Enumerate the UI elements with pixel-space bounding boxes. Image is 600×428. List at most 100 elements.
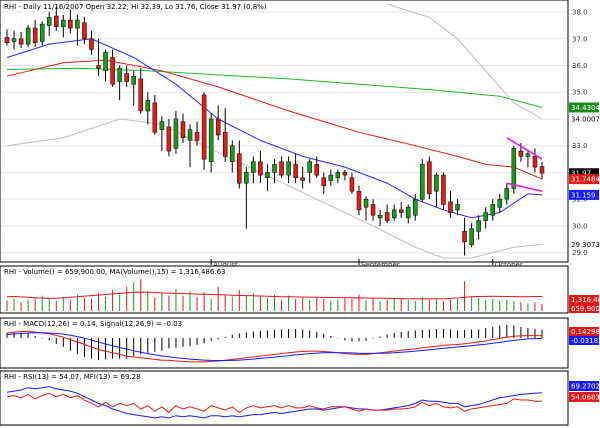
volume-ma [6, 291, 542, 300]
candle-body [89, 38, 94, 50]
price-panel-frame [0, 0, 569, 263]
rsi-tag-label: 54.0683 [571, 394, 600, 402]
candle-body [103, 51, 108, 72]
candle-body [39, 23, 45, 42]
candle-body [54, 15, 59, 27]
volume-tag-box [569, 304, 599, 313]
macd-panel: RHI - MACD(12,26) = 0.14, Signal(12,26,9… [0, 317, 600, 369]
candle-body [201, 94, 207, 160]
volume-tag-label: 659,900 [571, 305, 600, 313]
candle-body [96, 65, 101, 69]
volume-ma-line [6, 291, 542, 300]
month-labels: August September October [210, 259, 523, 269]
candle-body [75, 19, 80, 29]
pennant-lower-line [506, 182, 543, 192]
rsi-line [6, 392, 542, 414]
month-label: October [495, 261, 523, 269]
volume-tags: 1,316,486.63659,900 [569, 295, 600, 313]
candle-body [293, 164, 298, 179]
volume-tag-box [569, 295, 599, 304]
candle-body [413, 198, 418, 216]
candle-body [384, 212, 390, 221]
candle-body [441, 174, 446, 205]
candle-body [265, 172, 270, 179]
price-tag-label: 34.4304 [571, 104, 600, 112]
rsi-tags: 69.2702 54.0683 [569, 381, 600, 402]
candle-body [117, 67, 122, 82]
candle-body [448, 201, 453, 213]
pennant-upper-line [506, 137, 543, 160]
candle-body [82, 22, 87, 40]
candle-body [462, 231, 467, 243]
candle-body [490, 204, 495, 216]
candle-body [4, 37, 10, 44]
mfi-line [6, 386, 543, 419]
candle-body [215, 118, 221, 136]
candle-body [279, 161, 284, 176]
candle-body [258, 161, 263, 176]
candle-body [251, 161, 256, 173]
candle-body [342, 172, 348, 176]
rsi-header: RHI - RSI(13) = 54.07, MFI(13) = 69.28 [4, 373, 141, 381]
candle-body [420, 164, 425, 200]
month-label: August [213, 261, 238, 269]
ma-line-band-lower [6, 118, 543, 259]
candle-body [455, 204, 460, 211]
candle-body [349, 177, 355, 192]
price-tag-label: 31.159 [571, 191, 596, 199]
candle-body [469, 228, 474, 245]
candle-body [335, 172, 341, 179]
candle-body [222, 132, 228, 157]
candle-body [272, 164, 277, 173]
macd-histogram [6, 325, 543, 361]
candle-body [152, 102, 158, 133]
candle-body [180, 121, 186, 138]
macd-tag-label: 0.142987 [571, 328, 600, 336]
macd-tag-label: -0.031823 [571, 337, 600, 345]
macd-header: RHI - MACD(12,26) = 0.14, Signal(12,26,9… [4, 320, 182, 328]
candle-body [300, 177, 305, 181]
candle-body [328, 174, 334, 181]
price-tag-box [569, 168, 599, 179]
rsi-tag-label: 69.2702 [571, 383, 600, 391]
candle-body [476, 220, 481, 232]
candle-body [356, 190, 362, 211]
ma-line-green [6, 67, 543, 108]
price-tag-label: 31.7484 [571, 176, 600, 184]
price-tag-label: 31.97 [571, 170, 591, 178]
price-tag-label: 34.0007 [571, 115, 600, 123]
candle-body [11, 38, 17, 42]
candle-body [25, 27, 31, 45]
candle-body [518, 150, 524, 157]
candle-body [497, 198, 503, 208]
price-tick-label: 29.0 [572, 249, 588, 257]
candle-body [18, 38, 24, 45]
volume-panel: RHI - Volume() = 659,900.00, MA(Volume()… [0, 265, 600, 314]
candle-body [406, 206, 411, 219]
price-tag-box [569, 189, 599, 200]
price-tag-box [569, 174, 599, 185]
candle-body [68, 19, 73, 29]
candle-body [525, 153, 531, 157]
candle-body [173, 118, 179, 149]
price-tick-label: 33.0 [572, 142, 588, 150]
candle-body [145, 100, 151, 112]
candle-body [511, 148, 517, 189]
candle-body [110, 57, 115, 85]
candle-body [159, 121, 165, 130]
candle-body [208, 118, 214, 162]
price-tick-label: 35.0 [572, 89, 588, 97]
candle-body [391, 209, 397, 219]
candle-body [166, 126, 172, 152]
volume-bars [6, 279, 543, 311]
price-tag-box [569, 239, 599, 250]
candle-body [307, 161, 312, 173]
candle-body [434, 174, 439, 192]
candle-body [61, 19, 66, 27]
candle-body [124, 73, 129, 82]
candle-body [321, 177, 327, 187]
rsi-tag-box [569, 381, 599, 391]
candle-body [46, 17, 52, 26]
candle-body [194, 132, 200, 141]
candle-body [187, 129, 193, 141]
